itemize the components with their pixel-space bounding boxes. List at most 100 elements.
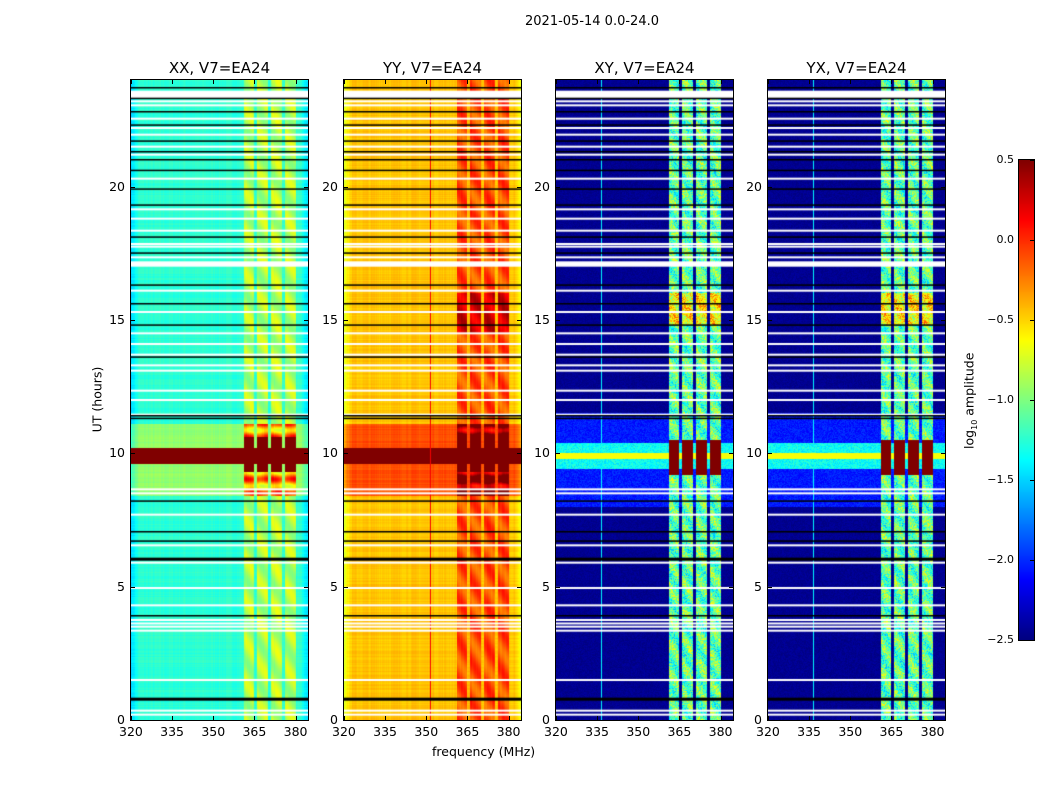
x-tick-mark bbox=[679, 80, 681, 84]
x-tick-mark bbox=[295, 716, 297, 720]
y-tick-mark bbox=[729, 586, 733, 588]
y-tick-mark bbox=[941, 320, 945, 321]
y-tick-mark bbox=[517, 453, 521, 455]
x-tick-label: 350 bbox=[626, 724, 651, 739]
panel-title-xy: XY, V7=EA24 bbox=[594, 59, 695, 77]
x-tick-label: 320 bbox=[544, 724, 568, 739]
x-tick-label: 380 bbox=[920, 724, 945, 739]
y-tick-mark bbox=[768, 586, 772, 588]
x-tick-label: 380 bbox=[496, 724, 521, 739]
y-tick-label: 5 bbox=[542, 578, 550, 594]
y-tick-mark bbox=[556, 453, 560, 455]
x-tick-label: 380 bbox=[283, 724, 308, 739]
x-tick-mark bbox=[131, 716, 132, 720]
x-axis-label: frequency (MHz) bbox=[432, 744, 536, 759]
heatmap-xy bbox=[555, 79, 734, 721]
y-tick-mark bbox=[517, 186, 521, 188]
y-tick-label: 15 bbox=[322, 312, 338, 327]
panel-title-yy: YY, V7=EA24 bbox=[382, 59, 483, 77]
y-tick-mark bbox=[517, 586, 521, 588]
x-tick-mark bbox=[426, 716, 428, 720]
x-tick-label: 320 bbox=[756, 724, 780, 739]
panel-title-xx: XX, V7=EA24 bbox=[168, 59, 271, 77]
y-tick-label: 0 bbox=[754, 712, 762, 727]
y-tick-mark bbox=[344, 453, 348, 455]
x-tick-mark bbox=[172, 80, 174, 84]
x-tick-mark bbox=[467, 716, 469, 720]
x-tick-mark bbox=[768, 80, 769, 84]
heatmap-yx bbox=[767, 79, 946, 721]
x-tick-mark bbox=[385, 80, 387, 84]
x-tick-mark bbox=[720, 80, 722, 84]
colorbar-tick-mark bbox=[1030, 560, 1034, 561]
y-tick-mark bbox=[131, 586, 135, 588]
x-tick-mark bbox=[172, 716, 174, 720]
x-tick-mark bbox=[556, 716, 557, 720]
x-tick-mark bbox=[508, 716, 510, 720]
x-tick-mark bbox=[809, 716, 811, 720]
y-tick-label: 10 bbox=[746, 445, 762, 461]
x-tick-label: 335 bbox=[585, 724, 610, 739]
y-tick-mark bbox=[304, 720, 308, 721]
y-tick-mark bbox=[729, 186, 733, 188]
colorbar-tick-label: −1.5 bbox=[987, 473, 1014, 486]
y-tick-label: 10 bbox=[534, 445, 550, 461]
x-tick-mark bbox=[720, 716, 722, 720]
x-tick-label: 335 bbox=[797, 724, 822, 739]
panel-title-yx: YX, V7=EA24 bbox=[806, 59, 907, 77]
y-tick-label: 15 bbox=[746, 312, 762, 327]
y-tick-mark bbox=[941, 586, 945, 588]
colorbar-tick-label: −2.0 bbox=[987, 553, 1014, 566]
y-tick-mark bbox=[556, 320, 560, 321]
colorbar-tick-mark bbox=[1030, 640, 1034, 641]
y-tick-mark bbox=[941, 186, 945, 188]
y-tick-mark bbox=[729, 453, 733, 455]
colorbar-tick-label: −1.0 bbox=[987, 393, 1014, 406]
colorbar-tick-mark bbox=[1030, 480, 1034, 481]
y-tick-label: 20 bbox=[746, 178, 762, 194]
x-tick-mark bbox=[131, 80, 132, 84]
y-tick-label: 5 bbox=[754, 578, 762, 594]
x-tick-mark bbox=[891, 80, 893, 84]
x-tick-mark bbox=[556, 80, 557, 84]
y-tick-mark bbox=[131, 320, 135, 321]
colorbar-label-sub: 10 bbox=[969, 419, 979, 430]
colorbar-label-suffix: amplitude bbox=[961, 352, 977, 420]
y-tick-mark bbox=[304, 586, 308, 588]
y-tick-label: 10 bbox=[322, 445, 338, 461]
y-tick-label: 20 bbox=[534, 178, 550, 194]
y-tick-mark bbox=[131, 453, 135, 455]
y-tick-mark bbox=[556, 186, 560, 188]
y-tick-label: 5 bbox=[117, 578, 125, 594]
y-tick-label: 15 bbox=[534, 312, 550, 327]
x-tick-mark bbox=[344, 716, 345, 720]
y-tick-mark bbox=[729, 720, 733, 721]
x-tick-mark bbox=[932, 716, 934, 720]
y-tick-mark bbox=[344, 320, 348, 321]
figure-title: 2021-05-14 0.0-24.0 bbox=[525, 14, 659, 29]
y-tick-mark bbox=[768, 186, 772, 188]
x-tick-mark bbox=[597, 80, 599, 84]
y-tick-mark bbox=[131, 720, 135, 721]
x-tick-mark bbox=[679, 716, 681, 720]
x-tick-mark bbox=[809, 80, 811, 84]
y-tick-mark bbox=[729, 320, 733, 321]
heatmap-yy bbox=[343, 79, 522, 721]
x-tick-label: 350 bbox=[201, 724, 226, 739]
x-tick-mark bbox=[385, 716, 387, 720]
x-tick-mark bbox=[254, 716, 256, 720]
x-tick-mark bbox=[638, 80, 640, 84]
x-tick-label: 335 bbox=[373, 724, 398, 739]
colorbar-label-log: log bbox=[961, 429, 977, 449]
y-tick-label: 0 bbox=[330, 712, 338, 727]
y-tick-label: 20 bbox=[322, 178, 338, 194]
x-tick-mark bbox=[508, 80, 510, 84]
y-tick-mark bbox=[556, 720, 560, 721]
y-tick-mark bbox=[941, 720, 945, 721]
colorbar-tick-label: −0.5 bbox=[987, 313, 1014, 326]
x-tick-label: 365 bbox=[879, 724, 904, 739]
x-tick-label: 335 bbox=[160, 724, 185, 739]
y-tick-mark bbox=[344, 186, 348, 188]
colorbar-tick-mark bbox=[1030, 320, 1034, 321]
